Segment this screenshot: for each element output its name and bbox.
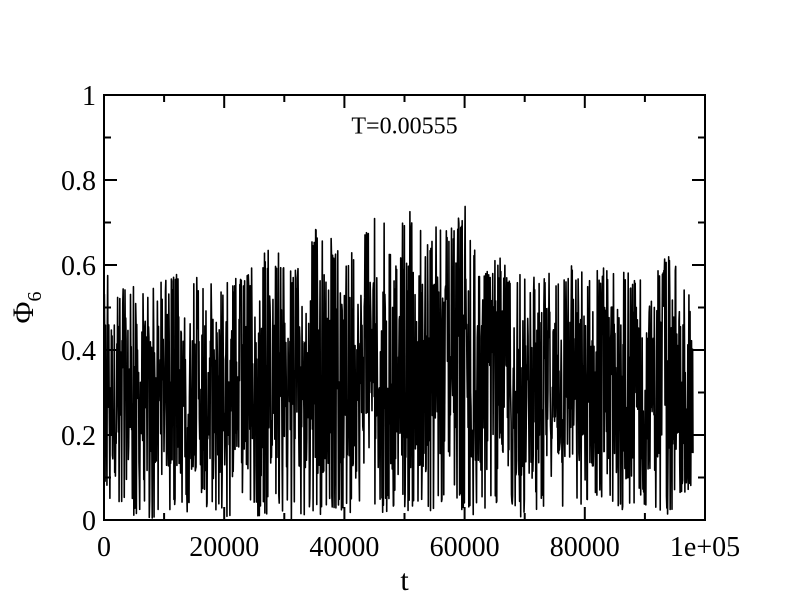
x-tick-label: 40000: [309, 532, 379, 563]
x-tick-label: 80000: [550, 532, 620, 563]
series-line: [103, 205, 694, 521]
y-tick-label: 0.6: [61, 251, 96, 282]
series-layer: [103, 205, 694, 521]
x-tick-label: 60000: [430, 532, 500, 563]
y-axis-label: Φ6: [7, 292, 46, 324]
y-tick-label: 0: [82, 506, 96, 537]
x-axis-label: t: [400, 564, 409, 597]
y-tick-label: 0.8: [61, 166, 96, 197]
y-axis-label-main: Φ: [7, 301, 40, 323]
y-tick-label: 1: [82, 81, 96, 112]
y-tick-label: 0.4: [61, 336, 96, 367]
x-tick-label: 1e+05: [670, 532, 740, 563]
x-tick-label: 20000: [189, 532, 259, 563]
annotation-temperature: T=0.00555: [351, 113, 457, 139]
y-axis-label-sub: 6: [24, 292, 46, 302]
labels-layer: 0 20000 40000 60000 80000 1e+05 0 0.2 0.4 0.6 0.8 1: [61, 81, 740, 563]
y-tick-label: 0.2: [61, 421, 96, 452]
x-tick-label: 0: [97, 532, 111, 563]
ticks-layer: [103, 94, 706, 521]
